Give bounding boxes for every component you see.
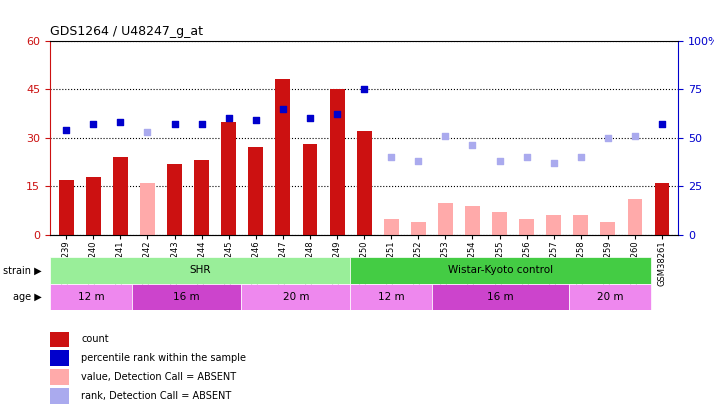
Bar — [492, 212, 507, 235]
Bar — [628, 199, 643, 235]
Bar — [50, 350, 69, 366]
Bar — [411, 222, 426, 235]
Point — [467, 142, 478, 149]
Point — [169, 121, 180, 127]
Point — [196, 121, 207, 127]
Bar — [276, 79, 291, 235]
Bar — [59, 180, 74, 235]
Bar — [167, 164, 182, 235]
FancyBboxPatch shape — [351, 284, 433, 310]
Bar — [303, 144, 318, 235]
Text: rank, Detection Call = ABSENT: rank, Detection Call = ABSENT — [81, 390, 231, 401]
Point — [629, 132, 640, 139]
Bar — [248, 147, 263, 235]
Bar — [519, 219, 534, 235]
Text: percentile rank within the sample: percentile rank within the sample — [81, 353, 246, 362]
Point — [88, 121, 99, 127]
Text: value, Detection Call = ABSENT: value, Detection Call = ABSENT — [81, 371, 236, 382]
Bar — [194, 160, 209, 235]
Point — [61, 127, 72, 133]
Bar — [140, 183, 155, 235]
Point — [575, 154, 586, 160]
Text: GDS1264 / U48247_g_at: GDS1264 / U48247_g_at — [50, 25, 203, 38]
Bar — [357, 131, 371, 235]
Point — [656, 121, 668, 127]
Text: SHR: SHR — [189, 265, 211, 275]
Point — [413, 158, 424, 164]
Bar — [546, 215, 561, 235]
Text: age ▶: age ▶ — [13, 292, 42, 302]
Point — [277, 105, 288, 112]
Point — [358, 86, 370, 92]
Bar — [438, 202, 453, 235]
FancyBboxPatch shape — [351, 257, 651, 284]
Point — [386, 154, 397, 160]
Bar — [465, 206, 480, 235]
Point — [548, 160, 560, 166]
Point — [115, 119, 126, 126]
Bar — [50, 330, 69, 347]
Text: 16 m: 16 m — [174, 292, 200, 302]
Point — [223, 115, 234, 122]
Text: 12 m: 12 m — [78, 292, 104, 302]
Point — [494, 158, 506, 164]
Point — [250, 117, 261, 124]
Text: 20 m: 20 m — [283, 292, 309, 302]
Bar — [86, 177, 101, 235]
Bar — [383, 219, 398, 235]
Point — [331, 111, 343, 117]
FancyBboxPatch shape — [132, 284, 241, 310]
Point — [440, 132, 451, 139]
Point — [521, 154, 533, 160]
Text: Wistar-Kyoto control: Wistar-Kyoto control — [448, 265, 553, 275]
Text: 12 m: 12 m — [378, 292, 405, 302]
Text: 16 m: 16 m — [488, 292, 514, 302]
Bar — [113, 157, 128, 235]
Bar — [600, 222, 615, 235]
FancyBboxPatch shape — [241, 284, 351, 310]
Point — [304, 115, 316, 122]
Bar — [655, 183, 670, 235]
FancyBboxPatch shape — [433, 284, 569, 310]
Text: 20 m: 20 m — [597, 292, 623, 302]
Point — [142, 129, 154, 135]
Text: strain ▶: strain ▶ — [3, 265, 42, 275]
Point — [602, 134, 613, 141]
Bar — [330, 89, 344, 235]
FancyBboxPatch shape — [50, 257, 351, 284]
FancyBboxPatch shape — [569, 284, 651, 310]
Bar — [50, 388, 69, 403]
FancyBboxPatch shape — [50, 284, 132, 310]
Bar — [573, 215, 588, 235]
Bar — [50, 369, 69, 385]
Text: count: count — [81, 334, 109, 344]
Bar — [221, 122, 236, 235]
